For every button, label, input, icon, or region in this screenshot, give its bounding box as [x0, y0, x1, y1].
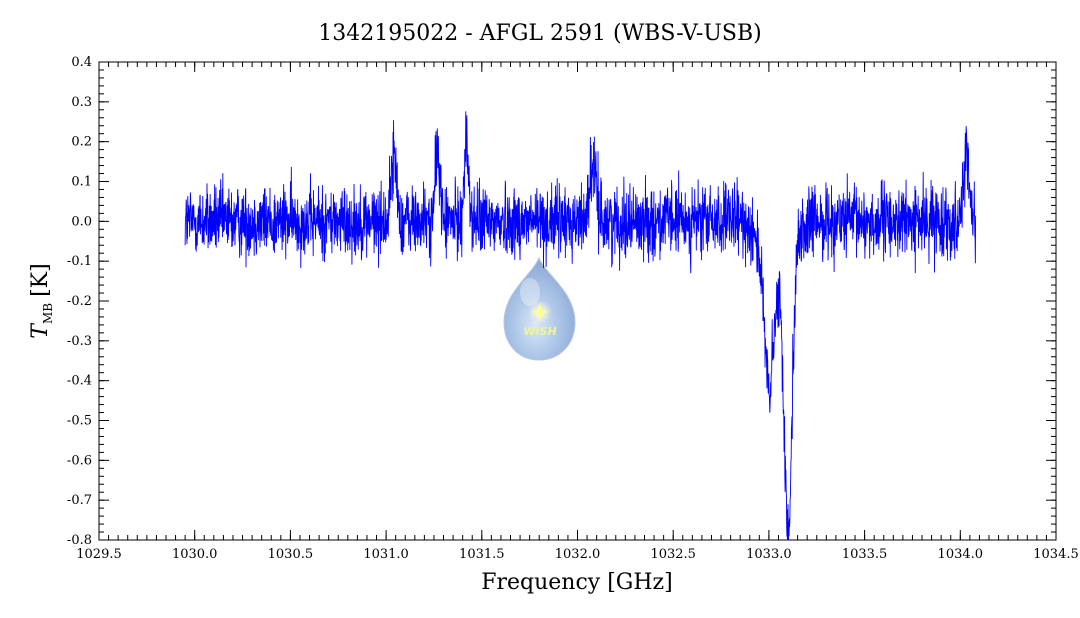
x-tick-label: 1031.5	[459, 547, 505, 562]
x-tick-label: 1034.0	[938, 547, 984, 562]
y-tick-label: -0.1	[67, 254, 92, 269]
y-tick-label: 0.1	[71, 175, 92, 190]
y-tick-label: -0.4	[67, 374, 92, 389]
wish-logo: WISH	[503, 256, 576, 361]
y-axis-label-sub: MB	[41, 303, 55, 324]
y-tick-label: 0.3	[71, 95, 92, 110]
x-tick-label: 1032.0	[555, 547, 601, 562]
wish-star-icon	[531, 303, 549, 321]
y-tick-label: -0.8	[67, 533, 92, 548]
svg-text:TMB[K]: TMB [K]	[28, 263, 55, 338]
wish-drop-highlight	[520, 278, 540, 306]
wish-logo-text: WISH	[523, 325, 556, 338]
y-tick-label: 0.2	[71, 135, 92, 150]
y-tick-label: -0.5	[67, 414, 92, 429]
y-tick-label: -0.3	[67, 334, 92, 349]
x-tick-label: 1034.5	[1033, 547, 1079, 562]
x-axis-label: Frequency [GHz]	[481, 570, 673, 595]
chart-title: 1342195022 - AFGL 2591 (WBS-V-USB)	[318, 21, 761, 46]
y-tick-label: 0.0	[71, 214, 92, 229]
x-tick-label: 1029.5	[76, 547, 122, 562]
x-tick-label: 1030.5	[268, 547, 314, 562]
x-tick-label: 1033.0	[746, 547, 792, 562]
x-tick-label: 1032.5	[650, 547, 696, 562]
x-tick-label: 1033.5	[842, 547, 888, 562]
y-tick-labels: 0.4 0.3 0.2 0.1 0.0 -0.1 -0.2 -0.3 -0.4 -0.5 -0.6 -…	[67, 55, 92, 548]
y-axis-label-unit: [K]	[28, 263, 53, 297]
plot-frame	[98, 61, 1057, 541]
axis-ticks	[98, 61, 1057, 541]
x-tick-label: 1031.0	[363, 547, 409, 562]
y-tick-label: 0.4	[71, 55, 92, 70]
x-tick-labels: 1029.5 1030.0 1030.5 1031.0 1031.5 1032.0 1032…	[76, 547, 1079, 562]
x-tick-label: 1030.0	[172, 547, 218, 562]
y-tick-label: -0.7	[67, 493, 92, 508]
y-axis-label: TMB [K]	[28, 263, 55, 338]
y-axis-label-main: T	[28, 322, 53, 339]
y-tick-label: -0.6	[67, 453, 92, 468]
spectrum-series-line	[184, 111, 977, 540]
y-tick-label: -0.2	[67, 294, 92, 309]
